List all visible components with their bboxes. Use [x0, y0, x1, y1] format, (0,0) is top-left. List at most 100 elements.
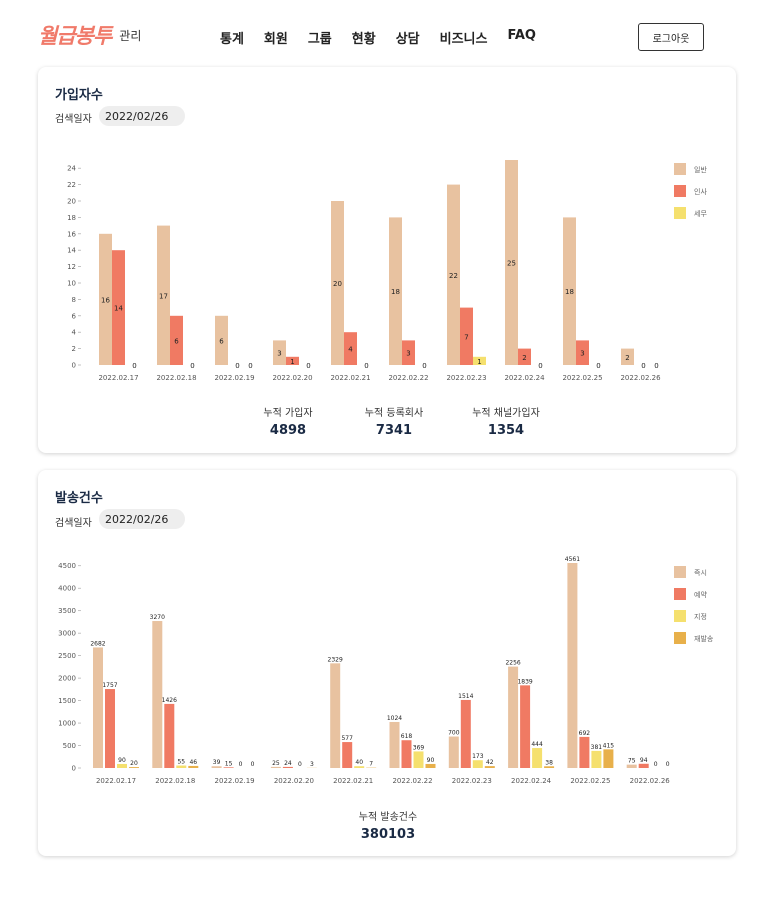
stat-label: 누적 가입자	[263, 408, 313, 419]
y-tick-label: 1500	[58, 697, 76, 705]
signup-date-input[interactable]	[99, 106, 185, 126]
header: 월급봉투 관리 통계 회원 그룹 현황 상담 비즈니스 FAQ 로그아웃	[0, 0, 773, 66]
signup-title: 가입자수	[55, 88, 103, 103]
bar-4	[425, 763, 436, 768]
y-tick-label: 16	[67, 230, 76, 238]
legend-label: 세무	[694, 209, 707, 218]
stat-value: 7341	[375, 423, 413, 438]
bar-2	[520, 685, 531, 768]
bar-2	[401, 740, 412, 768]
bar-2	[576, 340, 589, 365]
stat-total-members: 누적 가입자 4898	[238, 404, 338, 438]
bar-2	[170, 315, 183, 365]
logo-subtitle: 관리	[119, 28, 142, 43]
bar-4	[129, 767, 139, 768]
bar-1	[93, 647, 103, 768]
bar-1	[447, 184, 460, 365]
x-tick-label: 2022.02.18	[155, 777, 195, 785]
logout-button[interactable]: 로그아웃	[638, 23, 704, 51]
data-label: 0	[596, 362, 600, 370]
stat-total-sends: 누적 발송건수 380103	[338, 808, 438, 842]
data-label: 173	[472, 753, 484, 760]
bar-2	[579, 736, 590, 768]
bar-2	[402, 340, 415, 365]
data-label: 0	[235, 362, 239, 370]
stat-value: 380103	[360, 827, 416, 842]
x-tick-label: 2022.02.23	[452, 777, 492, 785]
data-label: 1426	[162, 697, 177, 704]
x-tick-label: 2022.02.26	[630, 777, 671, 785]
y-tick-label: 14	[67, 247, 76, 255]
bar-2	[105, 689, 115, 768]
nav-item-faq[interactable]: FAQ	[507, 28, 536, 43]
y-tick-label: 3500	[58, 607, 76, 615]
bar-3	[473, 356, 486, 365]
data-label: 7	[369, 761, 373, 768]
y-tick-label: 4000	[58, 585, 76, 593]
logo[interactable]: 월급봉투 관리	[38, 20, 141, 50]
data-label: 0	[298, 761, 302, 768]
data-label: 18	[565, 288, 574, 296]
data-label: 3	[406, 350, 410, 358]
legend-label: 즉시	[694, 569, 707, 577]
data-label: 7	[464, 333, 468, 341]
nav-item-consult[interactable]: 상담	[395, 32, 420, 47]
bar-1	[389, 217, 402, 365]
stat-total-companies: 누적 등록회사 7341	[338, 404, 450, 438]
data-label: 692	[579, 730, 591, 737]
data-label: 25	[272, 760, 280, 767]
bar-1	[505, 160, 518, 365]
stat-label: 누적 등록회사	[364, 408, 424, 419]
data-label: 577	[341, 735, 353, 742]
bar-3	[591, 750, 602, 768]
nav-item-status[interactable]: 현황	[351, 32, 376, 47]
nav-item-members[interactable]: 회원	[263, 32, 288, 47]
x-tick-label: 2022.02.20	[272, 374, 312, 382]
data-label: 415	[603, 742, 615, 749]
data-label: 24	[284, 760, 292, 767]
data-label: 25	[507, 260, 516, 268]
bar-2	[518, 348, 531, 365]
stat-total-channel: 누적 채널가입자 1354	[450, 404, 562, 438]
stat-label: 누적 발송건수	[358, 812, 418, 823]
bar-2	[282, 766, 293, 768]
signup-search-label: 검색일자	[55, 114, 92, 125]
legend-swatch	[674, 566, 686, 578]
nav-item-stats[interactable]: 통계	[220, 32, 244, 47]
data-label: 1757	[102, 682, 117, 689]
bar-3	[472, 760, 483, 768]
legend-label: 재발송	[694, 634, 714, 643]
data-label: 0	[190, 362, 194, 370]
x-tick-label: 2022.02.17	[98, 374, 138, 382]
sending-title: 발송건수	[55, 491, 103, 506]
bar-1	[626, 764, 637, 768]
data-label: 94	[640, 757, 648, 764]
legend-swatch	[674, 185, 686, 197]
data-label: 0	[239, 761, 243, 768]
data-label: 18	[391, 288, 400, 296]
data-label: 2329	[328, 656, 343, 663]
nav-item-groups[interactable]: 그룹	[307, 32, 332, 47]
legend-label: 지정	[694, 612, 707, 621]
x-tick-label: 2022.02.18	[156, 374, 196, 382]
data-label: 3	[277, 350, 281, 358]
bar-1	[99, 233, 112, 365]
legend-swatch	[674, 207, 686, 219]
legend-swatch	[674, 632, 686, 644]
bar-1	[508, 666, 519, 768]
y-tick-label: 4	[72, 329, 77, 337]
data-label: 0	[654, 362, 658, 370]
bar-1	[273, 340, 286, 365]
bar-1	[215, 315, 228, 365]
sending-date-input[interactable]	[99, 509, 185, 529]
nav-item-business[interactable]: 비즈니스	[439, 32, 488, 47]
sending-search-label: 검색일자	[55, 518, 92, 529]
data-label: 444	[531, 741, 543, 748]
bar-3	[413, 751, 424, 768]
data-label: 700	[448, 730, 460, 737]
data-label: 42	[486, 759, 494, 766]
legend-label: 인사	[694, 187, 707, 196]
x-tick-label: 2022.02.26	[620, 374, 661, 382]
y-tick-label: 6	[72, 312, 77, 320]
data-label: 0	[248, 362, 252, 370]
